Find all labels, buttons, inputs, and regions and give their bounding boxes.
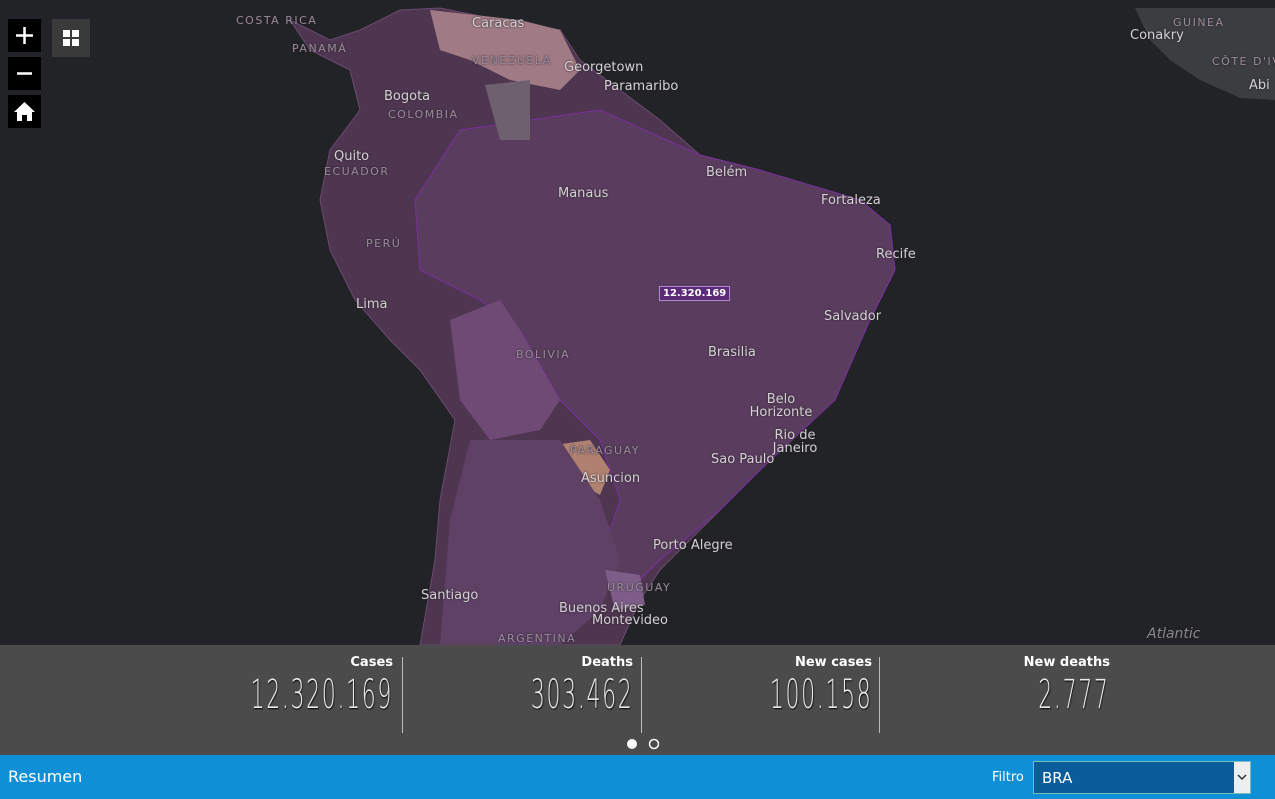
map-label: Bogota (384, 89, 431, 104)
bolivia (450, 300, 560, 440)
map-popup[interactable]: 12.320.169 (659, 286, 731, 301)
zoom-in[interactable] (8, 19, 41, 52)
map-label: Montevideo (592, 613, 669, 628)
divider (641, 657, 642, 733)
divider (402, 657, 403, 733)
map-label: Georgetown (564, 60, 644, 75)
footer: Resumen Filtro BRA (0, 755, 1275, 799)
map-shapes (288, 7, 1275, 645)
map-label: Salvador (824, 309, 882, 324)
select-arrow (1234, 762, 1250, 793)
filter-label: Filtro (992, 770, 1024, 785)
footer-title: Resumen (8, 767, 83, 786)
pager[interactable] (620, 737, 665, 753)
argentina (440, 440, 620, 645)
map-label: Recife (876, 247, 916, 262)
africa (1135, 8, 1275, 100)
map-label: ARGENTINA (498, 632, 577, 645)
map-label: Paramaribo (604, 79, 679, 94)
map-label: PARAGUAY (570, 444, 640, 457)
map[interactable]: 12.320.169 COSTA RICA PANAMÁ Caracas VENEZU… (0, 0, 1275, 645)
map-label: Asuncion (581, 471, 641, 486)
map-label: Rio de Janeiro (772, 428, 818, 456)
map-label: Atlantic (1147, 626, 1201, 642)
map-label: Lima (356, 297, 388, 312)
map-label: URUGUAY (607, 581, 672, 594)
zoom-out[interactable] (8, 57, 41, 90)
stat: New cases 100.158 (686, 655, 872, 718)
map-label: VENEZUELA (472, 54, 552, 67)
home[interactable] (8, 95, 41, 128)
map-label: BOLIVIA (516, 348, 571, 361)
map-label: Manaus (558, 186, 609, 201)
filter-value: BRA (1042, 769, 1073, 787)
map-label: Conakry (1130, 28, 1184, 43)
map-label: COLOMBIA (388, 108, 459, 121)
map-label: Fortaleza (821, 193, 881, 208)
map-label: Santiago (421, 588, 479, 603)
guyana (485, 80, 530, 140)
map-label: Abi (1249, 78, 1270, 93)
stat-label: Deaths (581, 655, 633, 670)
map-label: ECUADOR (324, 165, 390, 178)
map-label: GUINEA (1173, 16, 1225, 29)
map-label: COSTA RICA (236, 14, 318, 27)
stat-value: 100.158 (769, 672, 872, 718)
stat-value: 303.462 (530, 672, 633, 718)
map-label: Belém (706, 165, 748, 180)
map-label: Brasilia (708, 345, 756, 360)
stat-value: 2.777 (1038, 672, 1110, 718)
map-label: Buenos Aires (559, 601, 644, 616)
stat-value: 12.320.169 (250, 672, 393, 718)
map-label: CÔTE D'IV (1212, 55, 1275, 68)
map-label: PANAMÁ (292, 42, 348, 55)
stat: Cases 12.320.169 (134, 655, 393, 718)
basemap-toggle[interactable] (52, 19, 90, 57)
map-label: Quito (334, 149, 370, 164)
map-label: Sao Paulo (711, 452, 775, 467)
map-label: Porto Alegre (653, 538, 733, 553)
map-label: PERÚ (366, 237, 402, 250)
map-label: Caracas (472, 16, 525, 31)
divider (879, 657, 880, 733)
stat-label: New deaths (1023, 655, 1110, 670)
map-label: Belo Horizonte (749, 392, 813, 420)
filter-select[interactable]: BRA (1033, 761, 1251, 794)
uruguay (605, 570, 645, 610)
stat-label: Cases (350, 655, 393, 670)
stat-label: New cases (794, 655, 872, 670)
venezuela (430, 10, 580, 90)
stat: New deaths 2.777 (980, 655, 1110, 718)
stats-panel: Cases 12.320.169 Deaths 303.462 New cases 100… (0, 645, 1275, 755)
stat: Deaths 303.462 (447, 655, 633, 718)
